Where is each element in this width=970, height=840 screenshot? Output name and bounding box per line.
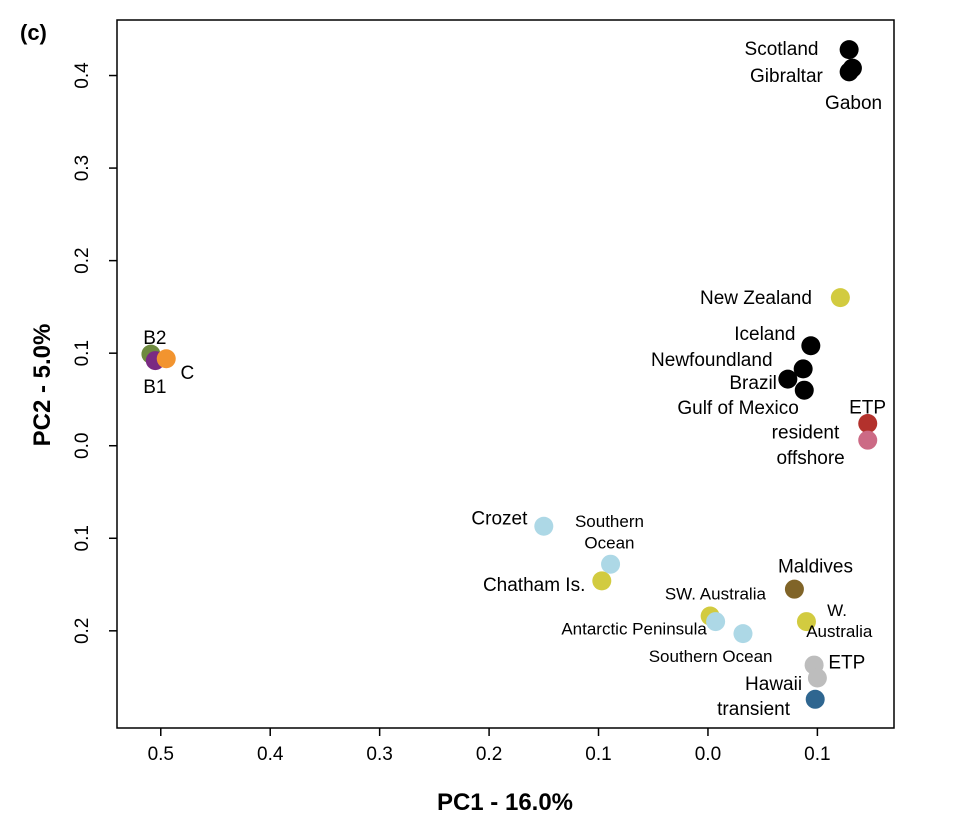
data-point: [839, 40, 859, 60]
data-point: [839, 62, 859, 82]
data-point: [794, 380, 814, 400]
point-label: Southern: [575, 512, 644, 531]
point-label: SW. Australia: [665, 584, 767, 603]
point-label: Gabon: [825, 93, 882, 114]
x-tick-label: 0.1: [585, 744, 611, 765]
point-label: B1: [143, 377, 166, 398]
data-points: [141, 40, 878, 709]
y-tick-label: 0.3: [72, 155, 93, 181]
point-label: ETP: [828, 653, 865, 674]
point-label: Iceland: [734, 324, 795, 345]
data-point: [733, 624, 753, 644]
point-label: Maldives: [778, 556, 853, 577]
x-axis-title: PC1 - 16.0%: [437, 789, 573, 816]
data-point: [156, 349, 176, 369]
point-label: Crozet: [471, 508, 528, 529]
point-label: Hawaii: [745, 674, 802, 695]
point-label: offshore: [776, 448, 844, 469]
point-label: Southern Ocean: [649, 647, 773, 666]
point-label: resident: [772, 422, 840, 443]
panel-label: (c): [20, 20, 47, 45]
point-label: New Zealand: [700, 288, 812, 309]
point-label: ETP: [849, 397, 886, 418]
x-tick-label: 0.2: [476, 744, 502, 765]
y-tick-label: 0.2: [72, 247, 93, 273]
data-point: [793, 359, 813, 379]
data-point: [784, 579, 804, 599]
point-label: B2: [143, 328, 166, 349]
y-tick-label: 0.2: [72, 618, 93, 644]
data-point: [807, 668, 827, 688]
data-point: [830, 288, 850, 308]
point-label: C: [180, 363, 194, 384]
data-point: [534, 516, 554, 536]
data-point: [805, 689, 825, 709]
y-tick-label: 0.1: [72, 525, 93, 551]
point-label: Scotland: [745, 39, 819, 60]
point-label: Brazil: [729, 373, 777, 394]
x-tick-label: 0.0: [695, 744, 721, 765]
point-label: Ocean: [584, 533, 634, 552]
data-point: [592, 571, 612, 591]
y-tick-label: 0.0: [72, 433, 93, 459]
data-point: [858, 430, 878, 450]
point-label: transient: [717, 699, 791, 720]
axis-ticks: 0.5 0.4 0.3 0.2 0.1 0.0 0.1 0.4 0.3 0.2 0.1 0.0 0.1 0…: [72, 62, 831, 765]
data-point: [858, 414, 878, 434]
point-label: Antarctic Peninsula: [561, 619, 707, 638]
point-label: Gibraltar: [750, 66, 824, 87]
point-label: Australia: [806, 622, 873, 641]
y-tick-label: 0.4: [72, 62, 93, 89]
point-label: W.: [827, 601, 847, 620]
point-label: Gulf of Mexico: [677, 398, 798, 419]
data-point: [706, 612, 726, 632]
point-label: Newfoundland: [651, 350, 772, 371]
x-tick-label: 0.1: [804, 744, 830, 765]
data-point: [801, 336, 821, 356]
y-axis-title: PC2 - 5.0%: [29, 324, 56, 447]
x-tick-label: 0.3: [366, 744, 392, 765]
data-point: [601, 554, 621, 574]
data-point: [778, 369, 798, 389]
plot-frame: [116, 19, 895, 729]
x-tick-label: 0.5: [148, 744, 174, 765]
data-point: [796, 612, 816, 632]
y-tick-label: 0.1: [72, 340, 93, 366]
point-label: Chatham Is.: [483, 575, 585, 596]
x-tick-label: 0.4: [257, 744, 284, 765]
